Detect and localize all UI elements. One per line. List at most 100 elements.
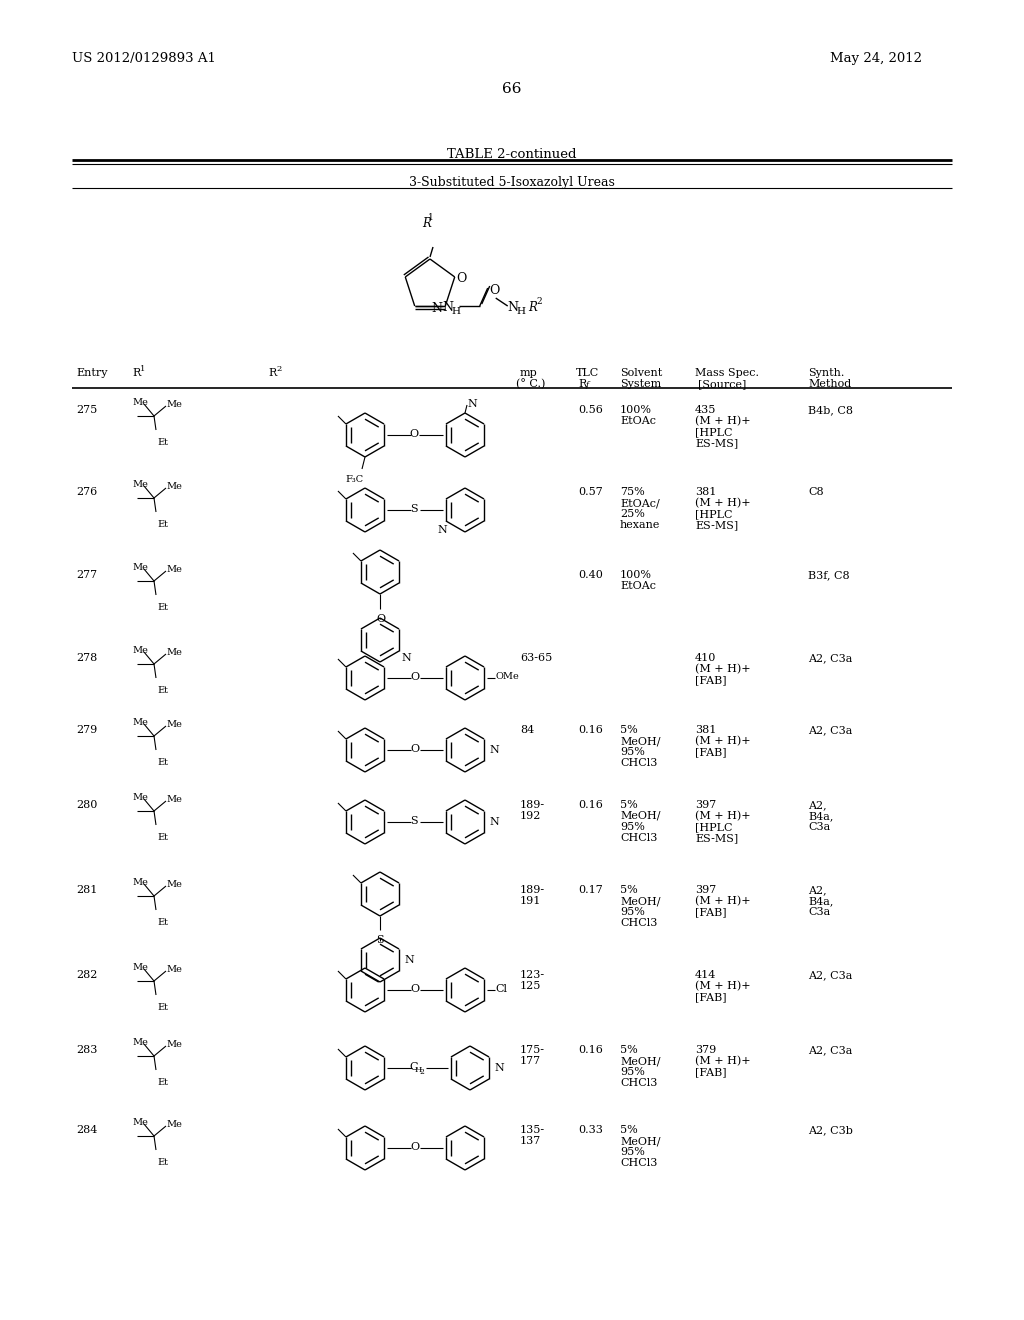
Text: A2, C3a: A2, C3a [808, 653, 852, 663]
Text: Me: Me [166, 565, 182, 574]
Text: EtOAc: EtOAc [620, 416, 656, 426]
Text: 95%: 95% [620, 907, 645, 917]
Text: S: S [410, 816, 418, 826]
Text: 283: 283 [76, 1045, 97, 1055]
Text: 0.40: 0.40 [578, 570, 603, 579]
Text: Me: Me [166, 1119, 182, 1129]
Text: 95%: 95% [620, 1147, 645, 1158]
Text: Et: Et [157, 520, 168, 529]
Text: C: C [410, 1063, 418, 1072]
Text: 410: 410 [695, 653, 717, 663]
Text: May 24, 2012: May 24, 2012 [830, 51, 922, 65]
Text: O: O [410, 1142, 419, 1152]
Text: R: R [578, 379, 587, 389]
Text: Et: Et [157, 1158, 168, 1167]
Text: 135-: 135- [520, 1125, 545, 1135]
Text: 95%: 95% [620, 822, 645, 832]
Text: Me: Me [132, 878, 147, 887]
Text: 279: 279 [76, 725, 97, 735]
Text: S: S [410, 504, 418, 513]
Text: CHCl3: CHCl3 [620, 917, 657, 928]
Text: Me: Me [132, 964, 147, 972]
Text: 100%: 100% [620, 405, 652, 414]
Text: Me: Me [166, 1040, 182, 1049]
Text: F₃C: F₃C [345, 475, 364, 484]
Text: Me: Me [132, 718, 147, 727]
Text: 3-Substituted 5-Isoxazolyl Ureas: 3-Substituted 5-Isoxazolyl Ureas [409, 176, 615, 189]
Text: O: O [489, 284, 500, 297]
Text: 189-: 189- [520, 884, 545, 895]
Text: [HPLC: [HPLC [695, 822, 732, 832]
Text: Me: Me [166, 648, 182, 657]
Text: H: H [452, 308, 461, 315]
Text: Entry: Entry [76, 368, 108, 378]
Text: 175-: 175- [520, 1045, 545, 1055]
Text: 63-65: 63-65 [520, 653, 552, 663]
Text: 84: 84 [520, 725, 535, 735]
Text: Mass Spec.: Mass Spec. [695, 368, 759, 378]
Text: Et: Et [157, 438, 168, 447]
Text: ES-MS]: ES-MS] [695, 833, 738, 843]
Text: Cl: Cl [495, 983, 507, 994]
Text: [FAB]: [FAB] [695, 993, 727, 1002]
Text: [FAB]: [FAB] [695, 747, 727, 756]
Text: N: N [438, 525, 447, 535]
Text: N: N [404, 954, 414, 965]
Text: (° C.): (° C.) [516, 379, 546, 389]
Text: 397: 397 [695, 884, 716, 895]
Text: Me: Me [166, 880, 182, 888]
Text: 275: 275 [76, 405, 97, 414]
Text: R: R [422, 216, 431, 230]
Text: 277: 277 [76, 570, 97, 579]
Text: 125: 125 [520, 981, 542, 991]
Text: Me: Me [166, 795, 182, 804]
Text: mp: mp [520, 368, 538, 378]
Text: (M + H)+: (M + H)+ [695, 981, 751, 991]
Text: f: f [586, 381, 589, 389]
Text: C8: C8 [808, 487, 823, 498]
Text: A2,: A2, [808, 800, 826, 810]
Text: 95%: 95% [620, 747, 645, 756]
Text: A2, C3a: A2, C3a [808, 725, 852, 735]
Text: B3f, C8: B3f, C8 [808, 570, 850, 579]
Text: Synth.: Synth. [808, 368, 845, 378]
Text: 2: 2 [420, 1068, 424, 1076]
Text: 0.56: 0.56 [578, 405, 603, 414]
Text: MeOH/: MeOH/ [620, 737, 660, 746]
Text: 2: 2 [276, 366, 282, 374]
Text: B4b, C8: B4b, C8 [808, 405, 853, 414]
Text: 123-: 123- [520, 970, 545, 979]
Text: 0.57: 0.57 [578, 487, 603, 498]
Text: N: N [489, 817, 499, 828]
Text: CHCl3: CHCl3 [620, 833, 657, 843]
Text: CHCl3: CHCl3 [620, 1158, 657, 1168]
Text: 192: 192 [520, 810, 542, 821]
Text: 1: 1 [428, 213, 434, 222]
Text: MeOH/: MeOH/ [620, 810, 660, 821]
Text: OMe: OMe [495, 672, 519, 681]
Text: 177: 177 [520, 1056, 541, 1067]
Text: MeOH/: MeOH/ [620, 1137, 660, 1146]
Text: O: O [410, 672, 419, 682]
Text: N: N [489, 744, 499, 755]
Text: 414: 414 [695, 970, 717, 979]
Text: 379: 379 [695, 1045, 716, 1055]
Text: System: System [620, 379, 662, 389]
Text: 189-: 189- [520, 800, 545, 810]
Text: 191: 191 [520, 896, 542, 906]
Text: Et: Et [157, 1078, 168, 1086]
Text: ES-MS]: ES-MS] [695, 438, 738, 447]
Text: CHCl3: CHCl3 [620, 1078, 657, 1088]
Text: 282: 282 [76, 970, 97, 979]
Text: [HPLC: [HPLC [695, 510, 732, 519]
Text: [Source]: [Source] [698, 379, 746, 389]
Text: 5%: 5% [620, 725, 638, 735]
Text: TABLE 2-continued: TABLE 2-continued [447, 148, 577, 161]
Text: Me: Me [132, 793, 147, 803]
Text: (M + H)+: (M + H)+ [695, 664, 751, 675]
Text: 5%: 5% [620, 884, 638, 895]
Text: (M + H)+: (M + H)+ [695, 896, 751, 907]
Text: B4a,: B4a, [808, 810, 834, 821]
Text: Et: Et [157, 758, 168, 767]
Text: O: O [376, 614, 385, 624]
